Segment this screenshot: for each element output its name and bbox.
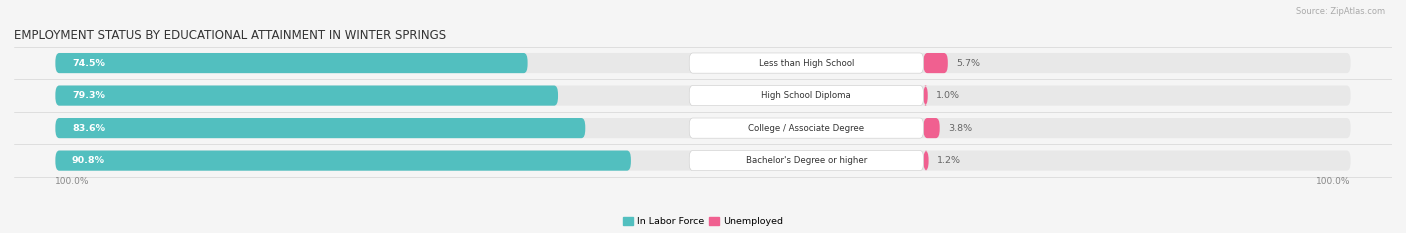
Text: 3.8%: 3.8%	[948, 123, 972, 133]
FancyBboxPatch shape	[55, 151, 1351, 171]
Text: 74.5%: 74.5%	[72, 58, 105, 68]
FancyBboxPatch shape	[924, 53, 948, 73]
FancyBboxPatch shape	[924, 86, 928, 106]
Text: Bachelor's Degree or higher: Bachelor's Degree or higher	[745, 156, 868, 165]
FancyBboxPatch shape	[55, 118, 585, 138]
FancyBboxPatch shape	[55, 118, 1351, 138]
Text: 5.7%: 5.7%	[956, 58, 980, 68]
FancyBboxPatch shape	[55, 86, 558, 106]
FancyBboxPatch shape	[924, 118, 939, 138]
Text: 83.6%: 83.6%	[72, 123, 105, 133]
Text: High School Diploma: High School Diploma	[762, 91, 851, 100]
FancyBboxPatch shape	[689, 53, 924, 73]
Text: Source: ZipAtlas.com: Source: ZipAtlas.com	[1296, 7, 1385, 16]
FancyBboxPatch shape	[924, 151, 928, 171]
FancyBboxPatch shape	[689, 151, 924, 171]
Text: College / Associate Degree: College / Associate Degree	[748, 123, 865, 133]
Text: Less than High School: Less than High School	[759, 58, 853, 68]
Text: 100.0%: 100.0%	[55, 177, 90, 186]
FancyBboxPatch shape	[689, 118, 924, 138]
Legend: In Labor Force, Unemployed: In Labor Force, Unemployed	[620, 214, 786, 230]
Text: 1.2%: 1.2%	[936, 156, 960, 165]
Text: 1.0%: 1.0%	[936, 91, 960, 100]
FancyBboxPatch shape	[55, 151, 631, 171]
Text: 90.8%: 90.8%	[72, 156, 105, 165]
Text: 79.3%: 79.3%	[72, 91, 105, 100]
Text: EMPLOYMENT STATUS BY EDUCATIONAL ATTAINMENT IN WINTER SPRINGS: EMPLOYMENT STATUS BY EDUCATIONAL ATTAINM…	[14, 29, 446, 42]
FancyBboxPatch shape	[689, 86, 924, 106]
FancyBboxPatch shape	[55, 86, 1351, 106]
Text: 100.0%: 100.0%	[1316, 177, 1351, 186]
FancyBboxPatch shape	[55, 53, 1351, 73]
FancyBboxPatch shape	[55, 53, 527, 73]
